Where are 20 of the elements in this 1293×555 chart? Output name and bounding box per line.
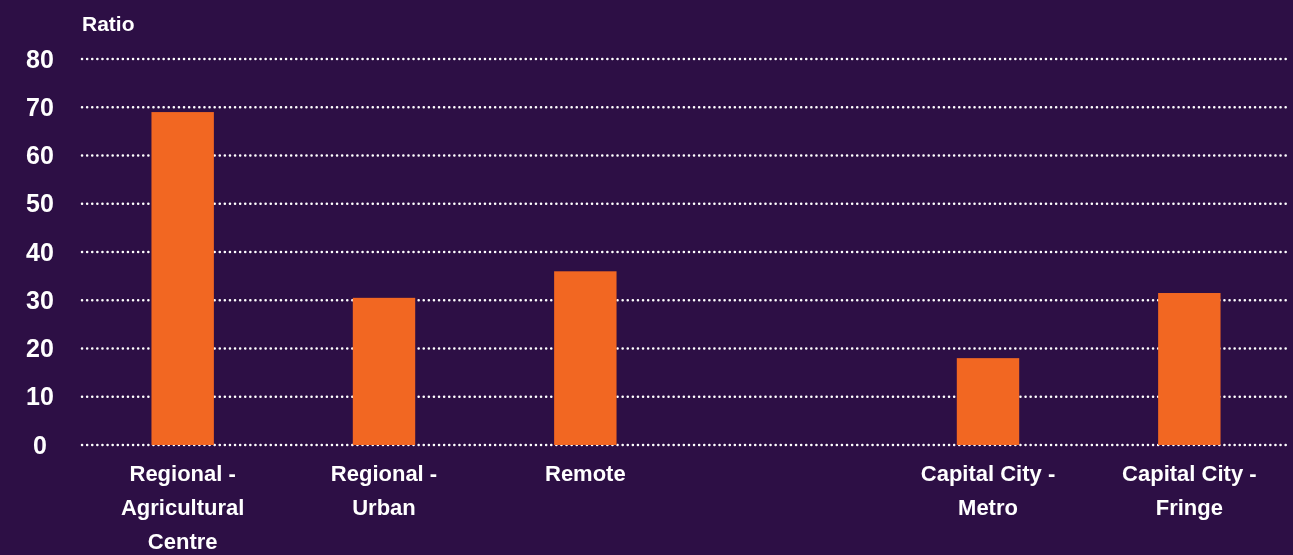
y-tick-label: 70 bbox=[26, 92, 54, 121]
y-tick-label: 30 bbox=[26, 285, 54, 314]
x-tick-label: Capital City - Fringe bbox=[1122, 460, 1257, 520]
x-tick-label: Remote bbox=[544, 460, 626, 486]
x-tick-label: Regional - Urban bbox=[330, 460, 438, 520]
y-tick-label: 10 bbox=[26, 382, 54, 411]
y-tick-label: 0 bbox=[33, 430, 47, 459]
y-tick-label: 80 bbox=[26, 44, 54, 73]
bar bbox=[151, 112, 214, 445]
y-tick-label: 20 bbox=[26, 334, 54, 362]
y-tick-label: 40 bbox=[26, 237, 54, 266]
x-tick-label: Capital City - Metro bbox=[920, 460, 1056, 520]
x-tick-label: Regional - Agricultural Centre bbox=[120, 460, 245, 554]
bar bbox=[352, 297, 416, 445]
y-tick-label: 50 bbox=[26, 189, 54, 218]
y-tick-label: 60 bbox=[26, 141, 54, 169]
bar bbox=[1158, 293, 1221, 445]
bar bbox=[554, 271, 617, 445]
y-axis-title: Ratio bbox=[82, 12, 135, 35]
bar bbox=[956, 358, 1020, 445]
